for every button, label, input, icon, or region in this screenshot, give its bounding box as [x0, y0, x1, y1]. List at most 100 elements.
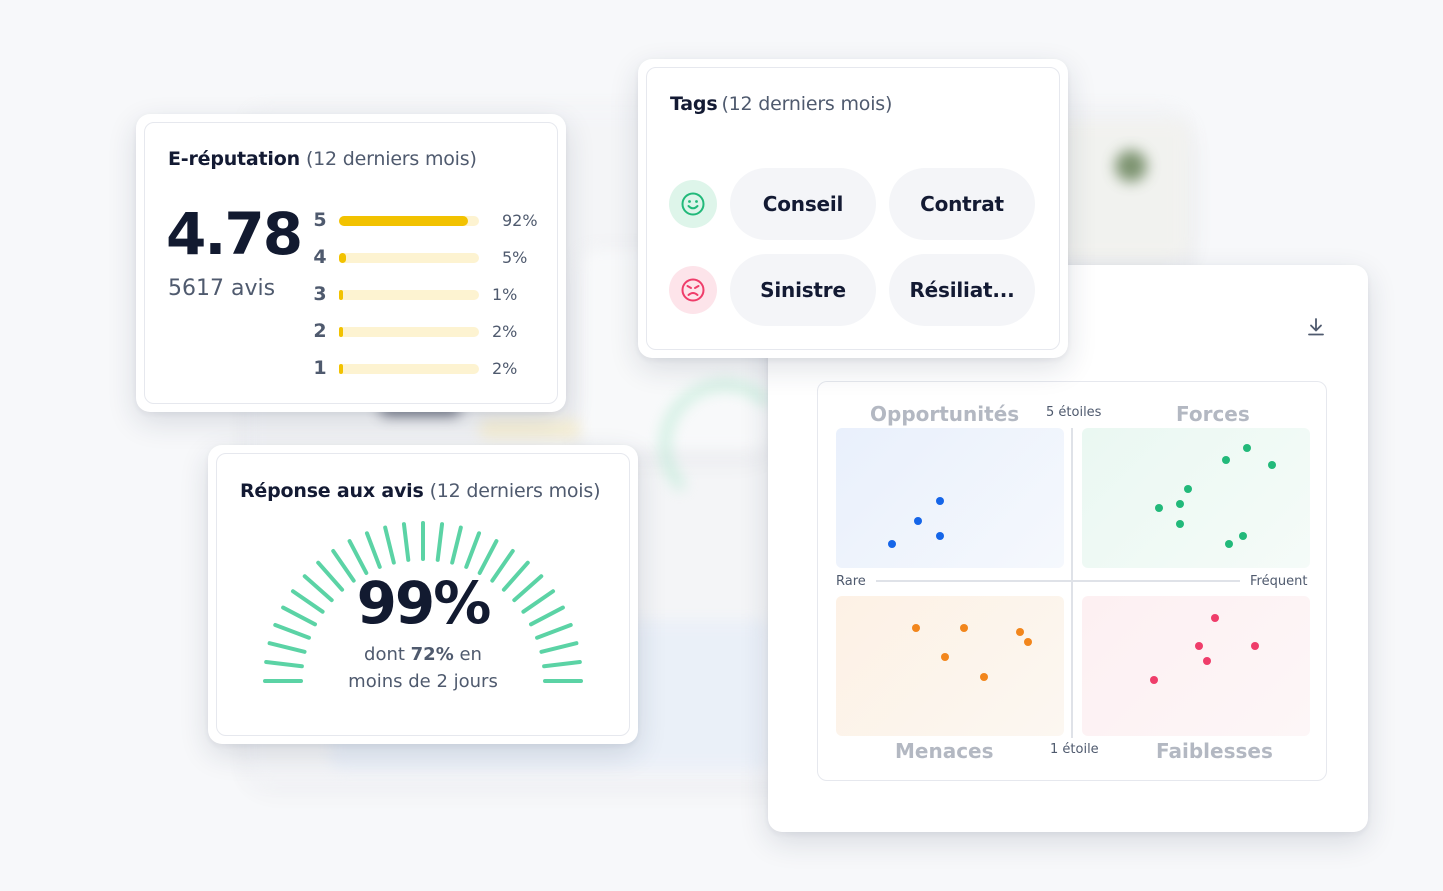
dot-opportunites: [914, 517, 922, 525]
gauge-tick: [535, 622, 573, 640]
dot-menaces: [960, 624, 968, 632]
response-detail-suffix: en: [459, 644, 482, 665]
tags-card-border: [646, 67, 1060, 350]
download-button[interactable]: [1304, 315, 1328, 339]
rating-bar: [339, 327, 479, 337]
angry-face-icon: [669, 266, 717, 314]
ereputation-card-border: [144, 122, 558, 404]
review-count: 5617 avis: [168, 276, 276, 301]
rating-percent: 2%: [492, 359, 518, 378]
rating-bar-fill: [339, 364, 343, 374]
gauge-tick: [539, 641, 579, 654]
gauge-tick: [490, 548, 515, 583]
rating-row-1: 1 2%: [312, 357, 542, 379]
dot-faiblesses: [1211, 614, 1219, 622]
rating-percent: 5%: [502, 248, 528, 267]
dot-faiblesses: [1251, 642, 1259, 650]
response-detail-prefix: dont: [364, 644, 405, 665]
label-menaces: Menaces: [895, 739, 994, 763]
rating-star: 5: [313, 209, 327, 231]
rating-percent: 2%: [492, 322, 518, 341]
axis-bottom-label: 1 étoile: [1050, 742, 1099, 757]
horizontal-axis: [876, 580, 1240, 582]
label-forces: Forces: [1176, 402, 1250, 426]
ereputation-title-text: E-réputation: [168, 148, 300, 170]
quadrant-faiblesses: [1082, 596, 1310, 736]
dot-forces: [1155, 504, 1163, 512]
vertical-axis: [1071, 428, 1073, 738]
rating-star: 3: [313, 283, 327, 305]
gauge-tick: [450, 525, 463, 565]
rating-row-3: 3 1%: [312, 283, 542, 305]
gauge-tick: [383, 525, 396, 565]
rating-percent: 1%: [492, 285, 518, 304]
gauge-tick: [501, 560, 530, 592]
ereputation-card: E-réputation (12 derniers mois) 4.78 5617…: [136, 114, 566, 412]
gauge-tick: [464, 531, 482, 569]
gauge-tick: [435, 522, 445, 562]
reponse-title: Réponse aux avis (12 derniers mois): [240, 480, 601, 502]
tag-contrat[interactable]: Contrat: [889, 168, 1035, 240]
ereputation-period: (12 derniers mois): [305, 148, 477, 170]
download-icon: [1308, 318, 1324, 336]
response-gauge: [263, 521, 583, 683]
rating-bar-fill: [339, 327, 343, 337]
gauge-tick: [273, 622, 311, 640]
dot-forces: [1239, 532, 1247, 540]
dot-faiblesses: [1195, 642, 1203, 650]
rating-bar: [339, 216, 479, 226]
rating-percent: 92%: [502, 211, 538, 230]
gauge-tick: [542, 659, 582, 669]
smiling-face-icon: [669, 180, 717, 228]
swot-matrix: Opportunités Forces Menaces Faiblesses 5…: [817, 381, 1327, 781]
gauge-tick: [347, 539, 369, 575]
dot-forces: [1243, 444, 1251, 452]
rating-bar: [339, 364, 479, 374]
tags-title-text: Tags: [670, 93, 718, 115]
gauge-tick: [290, 589, 325, 614]
reponse-card: Réponse aux avis (12 derniers mois) 99% d…: [208, 445, 638, 744]
dot-forces: [1225, 540, 1233, 548]
quadrant-menaces: [836, 596, 1064, 736]
dot-forces: [1184, 485, 1192, 493]
gauge-tick: [512, 574, 544, 603]
gauge-tick: [316, 560, 345, 592]
dot-faiblesses: [1150, 676, 1158, 684]
tag-conseil[interactable]: Conseil: [730, 168, 876, 240]
label-faiblesses: Faiblesses: [1156, 739, 1273, 763]
dot-menaces: [980, 673, 988, 681]
label-opportunites: Opportunités: [870, 402, 1020, 426]
tag-sinistre[interactable]: Sinistre: [730, 254, 876, 326]
swot-card: Opportunités Forces Menaces Faiblesses 5…: [768, 265, 1368, 832]
rating-row-2: 2 2%: [312, 320, 542, 342]
axis-right-label: Fréquent: [1250, 574, 1308, 589]
gauge-tick: [364, 531, 382, 569]
tag-resiliation[interactable]: Résiliat...: [889, 254, 1035, 326]
dot-opportunites: [936, 532, 944, 540]
rating-star: 1: [313, 357, 327, 379]
dot-forces: [1176, 520, 1184, 528]
reponse-period: (12 derniers mois): [429, 480, 601, 502]
dot-menaces: [1016, 628, 1024, 636]
dot-forces: [1268, 461, 1276, 469]
reponse-card-border: [216, 453, 630, 736]
dot-menaces: [941, 653, 949, 661]
gauge-tick: [331, 548, 356, 583]
dot-faiblesses: [1203, 657, 1211, 665]
tags-title: Tags (12 derniers mois): [670, 93, 892, 115]
gauge-tick: [281, 605, 317, 627]
rating-row-5: 5 92%: [312, 209, 542, 231]
dot-menaces: [912, 624, 920, 632]
response-rate: 99%: [356, 569, 492, 637]
gauge-tick: [401, 522, 411, 562]
axis-top-label: 5 étoiles: [1046, 405, 1102, 420]
gauge-tick: [264, 659, 304, 669]
response-detail-line2: moins de 2 jours: [348, 671, 498, 692]
dot-opportunites: [936, 497, 944, 505]
rating-star: 4: [313, 246, 327, 268]
gauge-tick: [267, 641, 307, 654]
rating-row-4: 4 5%: [312, 246, 542, 268]
gauge-tick: [529, 605, 565, 627]
dot-forces: [1222, 456, 1230, 464]
ereputation-title: E-réputation (12 derniers mois): [168, 148, 477, 170]
